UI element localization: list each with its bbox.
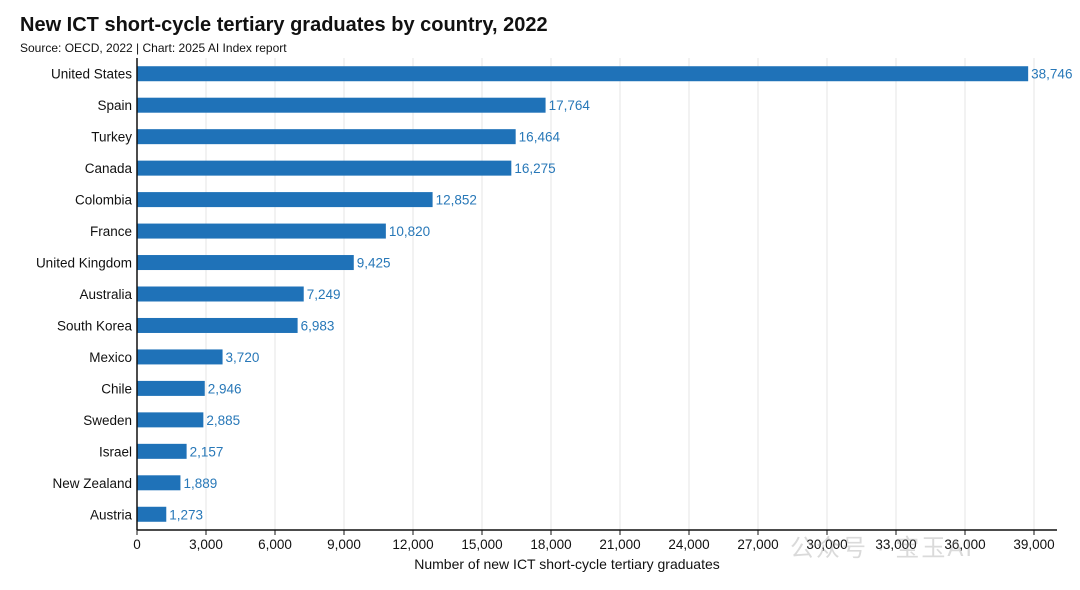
value-label: 16,464 [519, 130, 561, 145]
x-axis-title: Number of new ICT short-cycle tertiary g… [414, 556, 720, 572]
value-label: 16,275 [514, 161, 555, 176]
watermark: 公众号 · 宝玉AI [790, 535, 975, 562]
value-label: 2,157 [190, 444, 224, 459]
bar [137, 97, 546, 113]
value-label: 2,946 [208, 381, 242, 396]
bar [137, 380, 205, 396]
value-label: 9,425 [357, 256, 391, 271]
x-tick-label: 27,000 [737, 537, 778, 552]
category-label: Spain [97, 98, 132, 113]
bar [137, 160, 512, 176]
bar [137, 506, 167, 522]
value-label: 6,983 [301, 318, 335, 333]
bar [137, 66, 1029, 82]
x-tick-label: 18,000 [530, 537, 571, 552]
value-label: 1,273 [169, 507, 203, 522]
x-tick-label: 39,000 [1013, 537, 1054, 552]
category-label: New Zealand [52, 476, 132, 491]
category-label: France [90, 224, 132, 239]
category-label: Israel [99, 444, 132, 459]
x-tick-label: 0 [133, 537, 141, 552]
bar [137, 317, 298, 333]
x-tick-label: 9,000 [327, 537, 361, 552]
x-tick-label: 6,000 [258, 537, 292, 552]
bar [137, 412, 204, 428]
x-tick-label: 12,000 [392, 537, 433, 552]
category-label: South Korea [57, 318, 133, 333]
bar [137, 192, 433, 208]
x-tick-label: 30,000 [806, 537, 847, 552]
bar [137, 349, 223, 365]
value-label: 1,889 [183, 476, 217, 491]
category-label: Australia [79, 287, 132, 302]
category-label: Turkey [91, 130, 132, 145]
category-label: Canada [85, 161, 133, 176]
bar [137, 129, 516, 145]
category-label: Mexico [89, 350, 132, 365]
chart-source: Source: OECD, 2022 | Chart: 2025 AI Inde… [20, 41, 287, 55]
x-tick-label: 21,000 [599, 537, 640, 552]
category-label: Sweden [83, 413, 132, 428]
value-label: 2,885 [206, 413, 240, 428]
bar [137, 223, 386, 239]
bar [137, 475, 181, 491]
x-tick-label: 24,000 [668, 537, 709, 552]
x-tick-label: 15,000 [461, 537, 502, 552]
value-label: 10,820 [389, 224, 430, 239]
bar [137, 286, 304, 302]
value-label: 38,746 [1031, 67, 1072, 82]
value-label: 17,764 [549, 98, 591, 113]
value-label: 7,249 [307, 287, 341, 302]
bar [137, 443, 187, 459]
value-label: 12,852 [436, 193, 477, 208]
category-label: Austria [90, 507, 133, 522]
x-tick-label: 33,000 [875, 537, 916, 552]
value-label: 3,720 [226, 350, 260, 365]
category-label: Chile [101, 381, 132, 396]
x-tick-label: 3,000 [189, 537, 223, 552]
chart-title: New ICT short-cycle tertiary graduates b… [20, 14, 548, 36]
category-label: United States [51, 67, 132, 82]
bar [137, 255, 354, 271]
category-label: Colombia [75, 193, 133, 208]
x-tick-label: 36,000 [944, 537, 985, 552]
category-label: United Kingdom [36, 256, 132, 271]
